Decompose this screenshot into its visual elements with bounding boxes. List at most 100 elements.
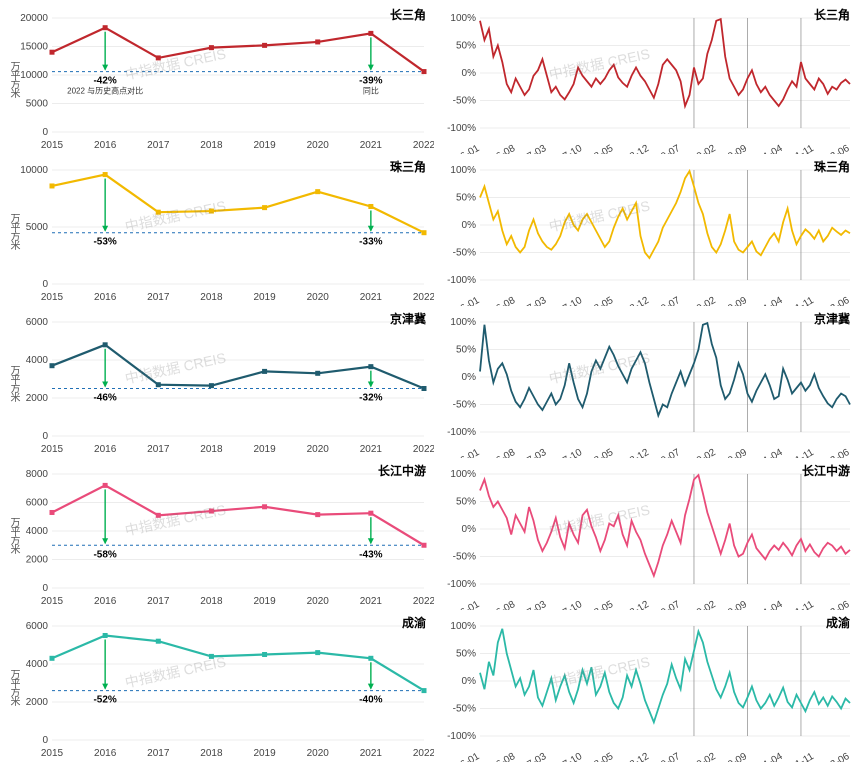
- y-tick: 4000: [26, 526, 49, 537]
- series-marker: [156, 210, 161, 215]
- y-tick: -100%: [447, 579, 476, 590]
- x-tick: 20-02: [690, 295, 718, 306]
- series-marker: [50, 510, 55, 515]
- series-marker: [315, 650, 320, 655]
- x-tick: 18-12: [623, 447, 651, 458]
- series-marker: [422, 543, 427, 548]
- y-tick: 0%: [462, 68, 477, 79]
- arrow-head: [102, 684, 108, 690]
- y-tick: 50%: [456, 41, 476, 52]
- x-tick: 2019: [253, 444, 276, 455]
- series-marker: [103, 633, 108, 638]
- x-tick: 16-08: [490, 447, 518, 458]
- y-tick: -100%: [447, 731, 476, 742]
- y-tick: 50%: [456, 193, 476, 204]
- arrow-head: [102, 65, 108, 71]
- arrow-head: [102, 226, 108, 232]
- y-tick: 50%: [456, 345, 476, 356]
- pct-annotation: -42%: [93, 76, 116, 87]
- x-tick: 2021: [360, 596, 383, 607]
- x-tick: 2015: [41, 444, 64, 455]
- x-tick: 19-07: [654, 599, 682, 610]
- x-tick: 2022: [413, 748, 434, 759]
- x-tick: 2017: [147, 292, 170, 303]
- x-tick: 21-11: [789, 295, 816, 306]
- x-tick: 18-12: [623, 751, 651, 762]
- yearly-chart: 0200040006000800020152016201720182019202…: [4, 460, 434, 610]
- x-tick: 2015: [41, 596, 64, 607]
- pct-sub: 2022 与历史高点对比: [67, 86, 143, 96]
- series-marker: [262, 43, 267, 48]
- x-tick: 2020: [307, 444, 330, 455]
- x-tick: 2016: [94, 140, 117, 151]
- pct-annotation: -43%: [359, 549, 382, 560]
- x-tick: 2018: [200, 140, 223, 151]
- series-marker: [209, 45, 214, 50]
- x-tick: 17-10: [556, 143, 584, 154]
- series-marker: [368, 31, 373, 36]
- x-tick: 20-09: [721, 447, 749, 458]
- series-line: [480, 323, 850, 415]
- arrow-head: [368, 684, 374, 690]
- yearly-chart: 0500010000150002000020152016201720182019…: [4, 4, 434, 154]
- series-marker: [422, 386, 427, 391]
- monthly-chart: -100%-50%0%50%100%16-0116-0817-0317-1018…: [438, 156, 857, 306]
- y-tick: 20000: [20, 13, 48, 24]
- series-marker: [156, 513, 161, 518]
- x-tick: 17-10: [556, 447, 584, 458]
- series-marker: [50, 50, 55, 55]
- x-tick: 2020: [307, 140, 330, 151]
- y-tick: 50%: [456, 649, 476, 660]
- y-axis-unit: 万平方米: [6, 213, 21, 249]
- right-panel: 京津冀-100%-50%0%50%100%16-0116-0817-0317-1…: [438, 308, 857, 458]
- arrow-head: [102, 538, 108, 544]
- x-tick: 19-07: [654, 751, 682, 762]
- region-title: 长江中游: [378, 462, 426, 479]
- x-tick: 2018: [200, 292, 223, 303]
- left-panel: 万平方米京津冀020004000600020152016201720182019…: [4, 308, 434, 458]
- y-tick: 100%: [450, 165, 476, 176]
- x-tick: 16-08: [490, 751, 518, 762]
- y-tick: -100%: [447, 275, 476, 286]
- x-tick: 2017: [147, 748, 170, 759]
- x-tick: 2020: [307, 292, 330, 303]
- x-tick: 18-12: [623, 599, 651, 610]
- y-tick: -100%: [447, 123, 476, 134]
- x-tick: 2021: [360, 748, 383, 759]
- y-axis-unit: 万平方米: [6, 517, 21, 553]
- series-marker: [262, 369, 267, 374]
- series-marker: [422, 688, 427, 693]
- y-tick: 10000: [20, 165, 48, 176]
- right-panel: 成渝-100%-50%0%50%100%16-0116-0817-0317-10…: [438, 612, 857, 762]
- x-tick: 2018: [200, 444, 223, 455]
- x-tick: 20-09: [721, 143, 749, 154]
- y-tick: 10000: [20, 70, 48, 81]
- x-tick: 22-06: [824, 295, 852, 306]
- series-marker: [315, 371, 320, 376]
- series-marker: [156, 639, 161, 644]
- pct-annotation: -53%: [93, 237, 116, 248]
- y-tick: 0: [42, 431, 48, 442]
- x-tick: 17-10: [556, 295, 584, 306]
- y-tick: 6000: [26, 621, 49, 632]
- y-tick: 0: [42, 735, 48, 746]
- region-title: 成渝: [402, 614, 426, 631]
- x-tick: 2021: [360, 292, 383, 303]
- x-tick: 17-10: [556, 599, 584, 610]
- series-line: [52, 485, 424, 545]
- y-tick: 8000: [26, 469, 49, 480]
- y-tick: -50%: [453, 552, 476, 563]
- series-marker: [315, 39, 320, 44]
- x-tick: 2018: [200, 748, 223, 759]
- yearly-chart: 0200040006000201520162017201820192020202…: [4, 612, 434, 762]
- x-tick: 2021: [360, 444, 383, 455]
- series-marker: [422, 230, 427, 235]
- x-tick: 18-05: [588, 447, 616, 458]
- x-tick: 20-02: [690, 447, 718, 458]
- pct-annotation: -39%: [359, 76, 382, 87]
- region-title: 成渝: [826, 614, 850, 631]
- x-tick: 2019: [253, 596, 276, 607]
- x-tick: 2017: [147, 596, 170, 607]
- x-tick: 16-01: [454, 143, 482, 154]
- x-tick: 2019: [253, 140, 276, 151]
